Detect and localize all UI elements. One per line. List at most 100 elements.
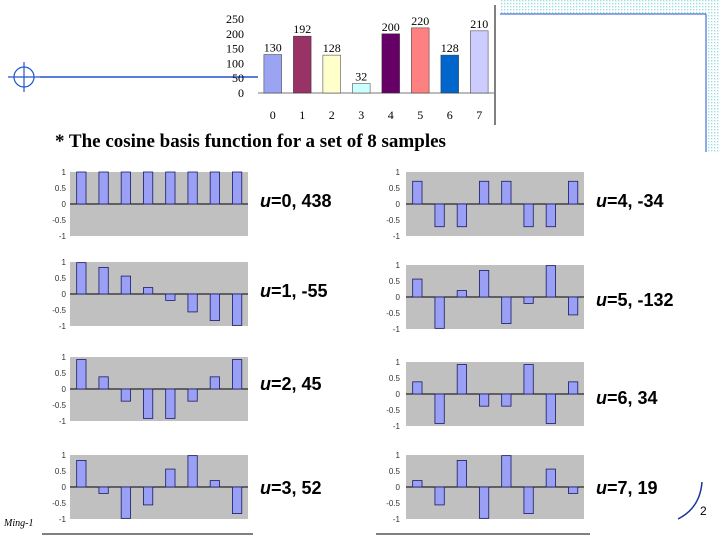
basis-label-value: =7, 19 bbox=[607, 478, 658, 498]
basis-bar bbox=[209, 171, 220, 205]
basis-plot-6: 1 0.5 0 -0.5 -1 bbox=[386, 358, 584, 431]
basis-bar bbox=[76, 262, 87, 295]
basis-bar bbox=[76, 460, 87, 488]
basis-bar bbox=[98, 376, 109, 390]
basis-plot-2: 1 0.5 0 -0.5 -1 bbox=[52, 353, 248, 426]
top-bar-value-label: 130 bbox=[264, 41, 282, 55]
basis-bar bbox=[456, 203, 467, 228]
basis-y-tick-label: -1 bbox=[59, 232, 67, 241]
basis-bar bbox=[165, 171, 176, 205]
basis-y-tick-label: 1 bbox=[62, 168, 67, 177]
basis-y-tick-label: 1 bbox=[396, 451, 401, 460]
basis-bar bbox=[412, 180, 423, 205]
basis-y-tick-label: 0 bbox=[62, 385, 67, 394]
basis-y-tick-label: 1 bbox=[396, 358, 401, 367]
basis-bar bbox=[209, 376, 220, 390]
basis-bar bbox=[120, 486, 131, 519]
basis-bar bbox=[143, 171, 154, 205]
basis-bar bbox=[232, 293, 243, 326]
basis-label-value: =2, 45 bbox=[271, 374, 322, 394]
basis-label-u6: u=6, 34 bbox=[596, 388, 658, 409]
basis-bar bbox=[187, 388, 198, 402]
top-bar-value-label: 128 bbox=[441, 41, 459, 55]
footer-author: Ming-1 bbox=[4, 518, 34, 529]
top-bar bbox=[440, 54, 459, 94]
top-y-tick-label: 100 bbox=[226, 56, 244, 70]
basis-y-tick-label: 1 bbox=[396, 261, 401, 270]
basis-bar bbox=[143, 486, 154, 506]
basis-charts: 1 0.5 0 -0.5 -1 1 0.5 0 -0.5 -1 1 0.5 0 -0.5 -1 1 0.5 0 -0… bbox=[52, 168, 584, 524]
top-y-tick-label: 250 bbox=[226, 12, 244, 26]
basis-label-variable: u bbox=[596, 290, 607, 310]
basis-bar bbox=[501, 296, 512, 324]
top-bar-value-label: 200 bbox=[382, 20, 400, 34]
basis-label-u2: u=2, 45 bbox=[260, 374, 322, 395]
basis-y-tick-label: 0.5 bbox=[55, 274, 67, 283]
basis-bar bbox=[523, 203, 534, 228]
basis-label-u3: u=3, 52 bbox=[260, 478, 322, 499]
top-x-tick-label: 5 bbox=[417, 108, 423, 122]
basis-y-tick-label: -0.5 bbox=[386, 216, 400, 225]
basis-label-value: =3, 52 bbox=[271, 478, 322, 498]
top-bar-value-label: 128 bbox=[323, 41, 341, 55]
basis-bar bbox=[165, 468, 176, 488]
basis-bar bbox=[165, 388, 176, 419]
basis-plot-3: 1 0.5 0 -0.5 -1 bbox=[52, 451, 248, 524]
top-x-tick-label: 3 bbox=[358, 108, 364, 122]
basis-y-tick-label: 1 bbox=[396, 168, 401, 177]
basis-y-tick-label: 0 bbox=[396, 390, 401, 399]
basis-bar bbox=[412, 480, 423, 488]
basis-bar bbox=[209, 480, 220, 488]
basis-bar bbox=[545, 203, 556, 228]
basis-y-tick-label: 0 bbox=[62, 290, 67, 299]
basis-y-tick-label: -0.5 bbox=[52, 306, 66, 315]
basis-label-value: =1, -55 bbox=[271, 281, 328, 301]
top-y-tick-label: 200 bbox=[226, 27, 244, 41]
basis-bar bbox=[187, 171, 198, 205]
basis-y-tick-label: 0 bbox=[396, 483, 401, 492]
basis-label-u1: u=1, -55 bbox=[260, 281, 328, 302]
basis-plot-4: 1 0.5 0 -0.5 -1 bbox=[386, 168, 584, 241]
basis-bar bbox=[523, 364, 534, 395]
top-bar-value-label: 192 bbox=[293, 22, 311, 36]
basis-y-tick-label: 1 bbox=[62, 258, 67, 267]
basis-bar bbox=[232, 171, 243, 205]
basis-bar bbox=[501, 455, 512, 488]
basis-bar bbox=[545, 393, 556, 424]
basis-y-tick-label: -1 bbox=[393, 232, 401, 241]
top-x-tick-label: 1 bbox=[299, 108, 305, 122]
basis-y-tick-label: 0.5 bbox=[389, 277, 401, 286]
basis-bar bbox=[232, 359, 243, 390]
basis-bar bbox=[143, 287, 154, 295]
basis-label-variable: u bbox=[596, 191, 607, 211]
basis-bar bbox=[143, 388, 154, 419]
basis-bar bbox=[165, 293, 176, 301]
basis-y-tick-label: 0.5 bbox=[389, 467, 401, 476]
basis-bar bbox=[545, 468, 556, 488]
basis-bar bbox=[479, 180, 490, 205]
basis-bar bbox=[545, 265, 556, 298]
top-y-tick-label: 50 bbox=[232, 71, 244, 85]
basis-label-value: =6, 34 bbox=[607, 388, 658, 408]
top-bar-value-label: 32 bbox=[355, 70, 367, 84]
basis-bar bbox=[568, 486, 579, 494]
top-bar bbox=[381, 33, 400, 94]
basis-y-tick-label: 0.5 bbox=[55, 467, 67, 476]
basis-bar bbox=[523, 486, 534, 514]
basis-bar bbox=[479, 270, 490, 298]
crosshair-icon bbox=[8, 62, 40, 92]
basis-label-variable: u bbox=[260, 478, 271, 498]
basis-label-variable: u bbox=[260, 191, 271, 211]
basis-label-value: =5, -132 bbox=[607, 290, 674, 310]
top-y-tick-label: 0 bbox=[238, 86, 244, 100]
basis-bar bbox=[120, 171, 131, 205]
basis-label-value: =4, -34 bbox=[607, 191, 664, 211]
basis-bar bbox=[120, 388, 131, 402]
top-x-tick-label: 7 bbox=[476, 108, 482, 122]
basis-bar bbox=[209, 293, 220, 321]
basis-bar bbox=[412, 381, 423, 395]
basis-label-variable: u bbox=[260, 281, 271, 301]
basis-y-tick-label: 0 bbox=[396, 293, 401, 302]
top-bar bbox=[263, 54, 282, 94]
basis-y-tick-label: 0 bbox=[396, 200, 401, 209]
